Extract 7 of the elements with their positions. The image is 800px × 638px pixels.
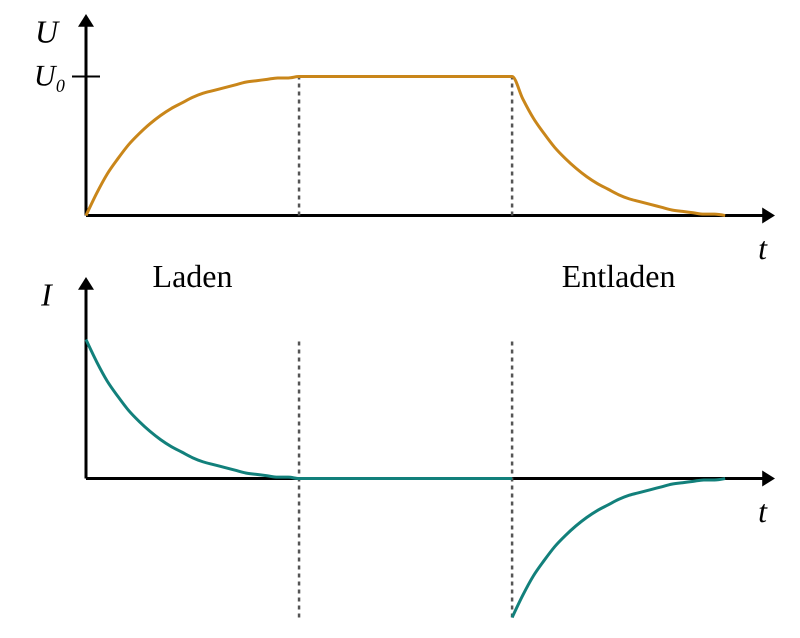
text: Entladen [562, 258, 676, 294]
y-axis-title: I [40, 276, 54, 312]
x-axis-title: t [758, 493, 768, 530]
y-axis-title: U [34, 14, 60, 50]
x-axis-title: t [758, 230, 768, 266]
text: U₀ [34, 60, 66, 93]
text: Laden [152, 258, 232, 294]
